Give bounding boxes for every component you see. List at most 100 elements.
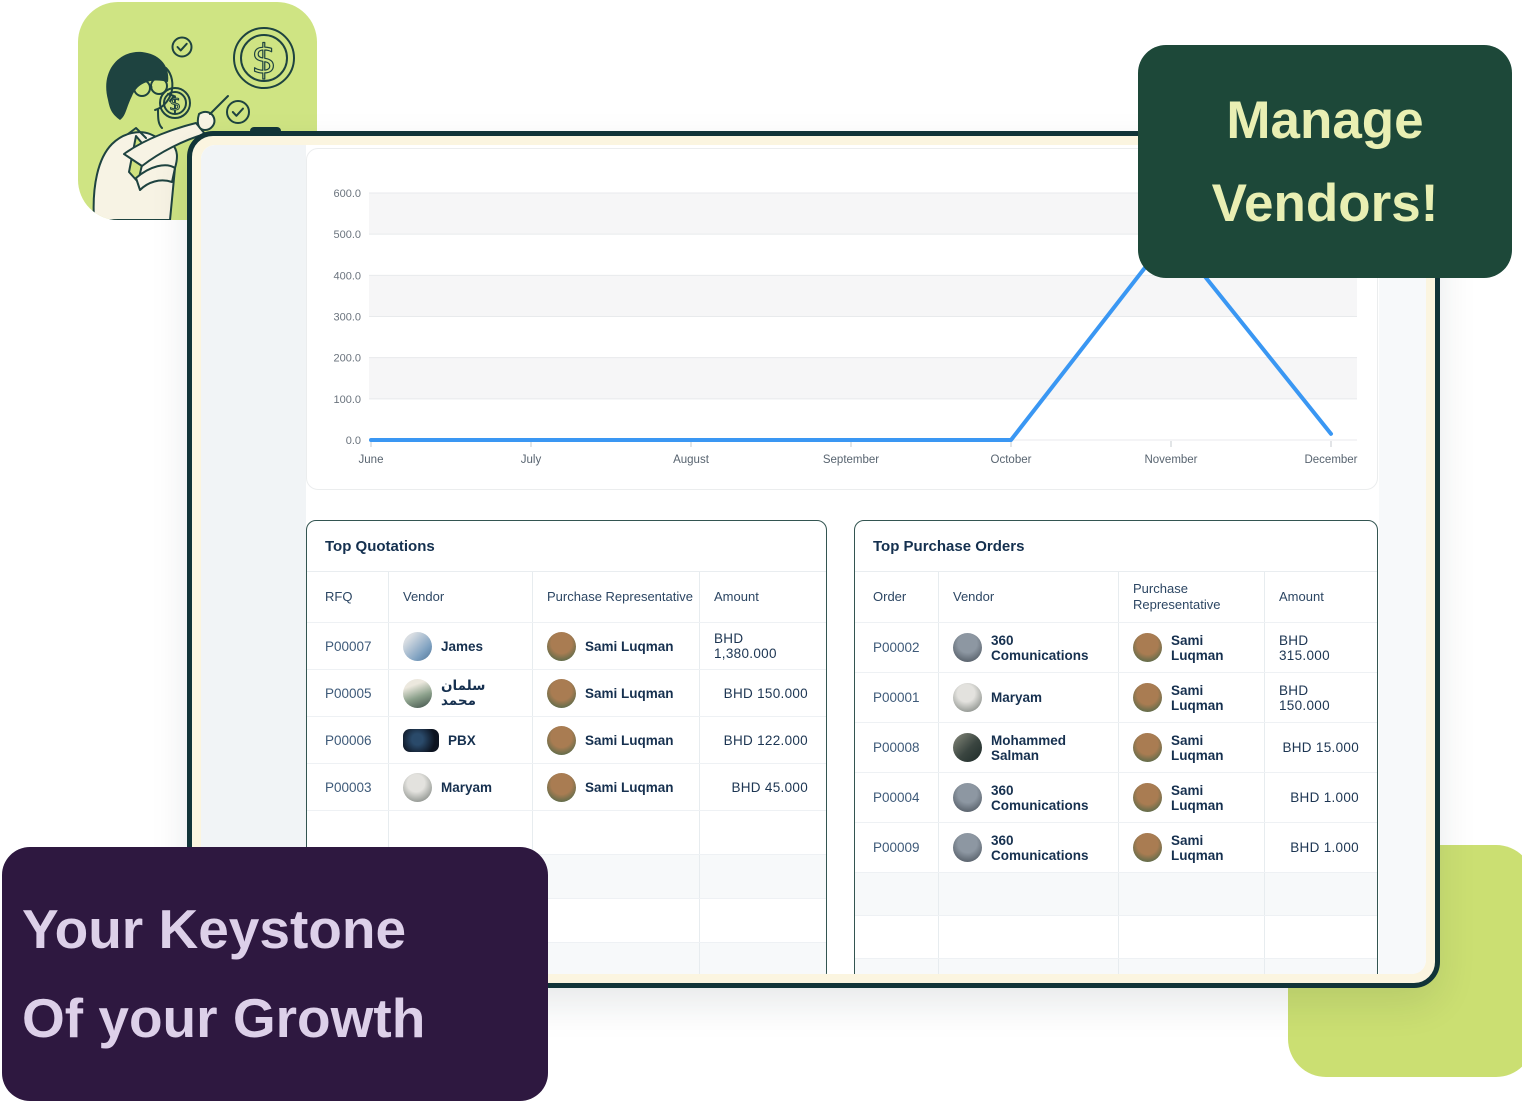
order-id[interactable]: P00002 bbox=[855, 623, 939, 672]
empty-cell bbox=[700, 855, 826, 898]
rep-name: Sami Luqman bbox=[585, 685, 674, 701]
table-body: P00002 360 Comunications Sami Luqman BHD 31… bbox=[855, 622, 1377, 974]
empty-cell bbox=[939, 916, 1119, 958]
rep-cell[interactable]: Sami Luqman bbox=[1119, 723, 1265, 772]
vendor-avatar bbox=[403, 678, 432, 708]
rep-cell[interactable]: Sami Luqman bbox=[1119, 673, 1265, 722]
vendor-cell[interactable]: Maryam bbox=[389, 764, 533, 810]
vendor-avatar bbox=[403, 631, 432, 661]
vendor-cell[interactable]: 360 Comunications bbox=[939, 823, 1119, 872]
y-axis-tick-label: 0.0 bbox=[346, 435, 361, 447]
x-axis-tick-label: July bbox=[521, 454, 542, 466]
column-header[interactable]: RFQ bbox=[307, 572, 389, 622]
column-header[interactable]: Vendor bbox=[939, 572, 1119, 622]
amount-value: BHD 1.000 bbox=[1290, 790, 1359, 805]
empty-cell bbox=[533, 899, 700, 942]
order-id[interactable]: P00001 bbox=[855, 673, 939, 722]
vendor-cell[interactable]: Mohammed Salman bbox=[939, 723, 1119, 772]
empty-cell bbox=[700, 811, 826, 854]
empty-cell bbox=[700, 943, 826, 974]
empty-table-row bbox=[855, 915, 1377, 958]
rep-cell[interactable]: Sami Luqman bbox=[533, 717, 700, 763]
rfq-id[interactable]: P00005 bbox=[307, 670, 389, 716]
table-row[interactable]: P00002 360 Comunications Sami Luqman BHD 31… bbox=[855, 622, 1377, 672]
empty-cell bbox=[533, 943, 700, 974]
vendor-cell[interactable]: 360 Comunications bbox=[939, 623, 1119, 672]
rep-cell[interactable]: Sami Luqman bbox=[533, 623, 700, 669]
y-axis-tick-label: 600.0 bbox=[333, 188, 361, 200]
rep-name: Sami Luqman bbox=[1171, 732, 1224, 763]
rep-cell[interactable]: Sami Luqman bbox=[1119, 623, 1265, 672]
table-header-row: RFQ Vendor Purchase Representative Amount bbox=[307, 572, 826, 622]
table-row[interactable]: P00006 PBX Sami Luqman BHD 122.000 bbox=[307, 716, 826, 763]
table-row[interactable]: P00003 Maryam Sami Luqman BHD 45.000 bbox=[307, 763, 826, 810]
table-row[interactable]: P00008 Mohammed Salman Sami Luqman BHD 15.0… bbox=[855, 722, 1377, 772]
vendor-name: 360 Comunications bbox=[991, 832, 1089, 863]
rep-cell[interactable]: Sami Luqman bbox=[1119, 773, 1265, 822]
monthly-line-chart-card: 0.0 100.0 200.0 300.0 400.0 500.0 600.0 June Jul… bbox=[306, 148, 1378, 490]
dashboard-content: 0.0 100.0 200.0 300.0 400.0 500.0 600.0 June Jul… bbox=[201, 145, 1426, 974]
person-illustration bbox=[92, 51, 229, 220]
vendor-name: Mohammed Salman bbox=[991, 732, 1067, 763]
empty-cell bbox=[939, 873, 1119, 915]
empty-table-row bbox=[855, 958, 1377, 974]
rep-avatar bbox=[1133, 683, 1162, 712]
vendor-cell[interactable]: Maryam bbox=[939, 673, 1119, 722]
vendor-avatar bbox=[403, 728, 439, 752]
amount-value: BHD 1.000 bbox=[1290, 840, 1359, 855]
column-header[interactable]: Order bbox=[855, 572, 939, 622]
vendor-cell[interactable]: 360 Comunications bbox=[939, 773, 1119, 822]
vendor-avatar bbox=[953, 683, 982, 712]
vendor-cell[interactable]: PBX bbox=[389, 717, 533, 763]
table-row[interactable]: P00009 360 Comunications Sami Luqman BHD 1.… bbox=[855, 822, 1377, 872]
badge-text-line: Manage bbox=[1226, 90, 1424, 150]
empty-cell bbox=[855, 873, 939, 915]
empty-cell bbox=[1119, 873, 1265, 915]
table-row[interactable]: P00005 سلمان محمد Sami Luqman BHD 150.000 bbox=[307, 669, 826, 716]
rep-avatar bbox=[1133, 633, 1162, 662]
amount-value: BHD 45.000 bbox=[731, 779, 808, 795]
rep-cell[interactable]: Sami Luqman bbox=[533, 764, 700, 810]
empty-cell bbox=[389, 811, 533, 854]
amount-value: BHD 150.000 bbox=[723, 685, 808, 701]
order-id[interactable]: P00004 bbox=[855, 773, 939, 822]
empty-table-row bbox=[307, 810, 826, 854]
column-header[interactable]: Purchase Representative bbox=[533, 572, 700, 622]
order-id[interactable]: P00008 bbox=[855, 723, 939, 772]
rfq-id[interactable]: P00006 bbox=[307, 717, 389, 763]
collapsed-sidebar bbox=[201, 145, 306, 974]
vendor-name: James bbox=[441, 638, 484, 654]
rfq-id[interactable]: P00003 bbox=[307, 764, 389, 810]
vendor-name: Maryam bbox=[441, 779, 493, 795]
badge-text-line: Your Keystone bbox=[22, 898, 407, 960]
vendor-cell[interactable]: سلمان محمد bbox=[389, 670, 533, 716]
empty-cell bbox=[307, 811, 389, 854]
rfq-id[interactable]: P00007 bbox=[307, 623, 389, 669]
badge-text-line: Of your Growth bbox=[22, 987, 426, 1049]
rep-cell[interactable]: Sami Luqman bbox=[1119, 823, 1265, 872]
y-axis-tick-label: 300.0 bbox=[333, 312, 361, 324]
window-top-notch bbox=[250, 127, 281, 136]
card-title: Top Quotations bbox=[307, 521, 826, 572]
column-header[interactable]: Amount bbox=[714, 589, 759, 604]
amount-value: BHD 1,380.000 bbox=[714, 631, 777, 661]
column-header[interactable]: Vendor bbox=[389, 572, 533, 622]
table-row[interactable]: P00007 James Sami Luqman BHD 1,380.000 bbox=[307, 622, 826, 669]
table-row[interactable]: P00004 360 Comunications Sami Luqman BHD 1.… bbox=[855, 772, 1377, 822]
x-axis-tick-label: June bbox=[359, 454, 384, 466]
column-header[interactable]: Amount bbox=[1279, 589, 1324, 604]
rep-cell[interactable]: Sami Luqman bbox=[533, 670, 700, 716]
amount-value: BHD 150.000 bbox=[1279, 682, 1330, 713]
rep-name: Sami Luqman bbox=[585, 638, 674, 654]
rep-avatar bbox=[547, 725, 576, 755]
empty-cell bbox=[1265, 916, 1377, 958]
empty-cell bbox=[533, 855, 700, 898]
check-circle-icon bbox=[171, 36, 193, 58]
column-header[interactable]: Purchase Representative bbox=[1119, 572, 1265, 622]
vendor-cell[interactable]: James bbox=[389, 623, 533, 669]
table-row[interactable]: P00001 Maryam Sami Luqman BHD 150.000 bbox=[855, 672, 1377, 722]
x-axis-tick-label: November bbox=[1144, 454, 1197, 466]
order-id[interactable]: P00009 bbox=[855, 823, 939, 872]
empty-cell bbox=[533, 811, 700, 854]
empty-cell bbox=[855, 916, 939, 958]
